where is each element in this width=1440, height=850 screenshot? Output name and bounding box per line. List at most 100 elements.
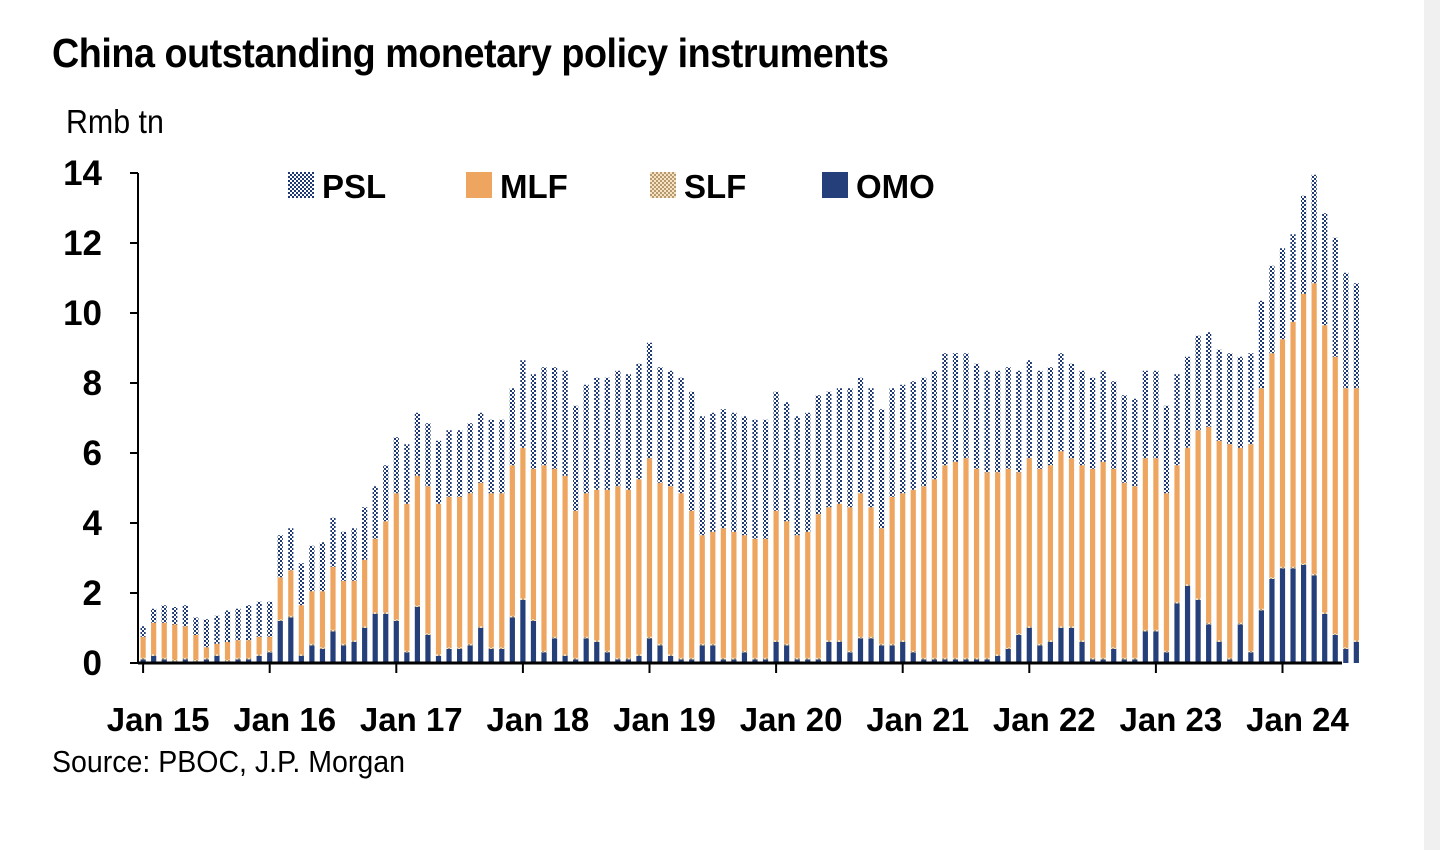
- x-tick-label: Jan 20: [740, 701, 843, 738]
- bar-psl: [404, 444, 410, 504]
- bar-mlf: [731, 531, 737, 658]
- bar-omo: [1047, 642, 1053, 663]
- bar-psl: [467, 423, 473, 494]
- bar-mlf: [1111, 468, 1117, 648]
- bar-psl: [1142, 370, 1148, 459]
- bar-mlf: [1216, 440, 1222, 641]
- bar-psl: [214, 615, 220, 644]
- bar-mlf: [668, 486, 674, 655]
- bar-omo: [868, 638, 874, 663]
- bar-omo: [277, 621, 283, 663]
- bar-omo: [435, 656, 442, 663]
- bar-slf: [488, 647, 494, 649]
- bar-slf: [182, 657, 188, 660]
- bar-psl: [921, 377, 927, 487]
- bar-omo: [1026, 628, 1032, 663]
- bar-psl: [973, 363, 980, 469]
- bar-mlf: [573, 510, 579, 658]
- bar-slf: [720, 657, 726, 660]
- bar-omo: [404, 652, 410, 663]
- bar-omo: [298, 656, 304, 663]
- bar-psl: [1248, 353, 1254, 445]
- bar-omo: [1142, 631, 1148, 663]
- bar-omo: [1311, 575, 1317, 663]
- bar-slf: [404, 650, 410, 653]
- bar-slf: [1311, 573, 1317, 576]
- bar-slf: [161, 657, 167, 660]
- bar-omo: [1353, 642, 1359, 663]
- bar-mlf: [224, 642, 231, 660]
- bar-omo: [784, 645, 790, 663]
- bar-psl: [309, 545, 315, 592]
- bar-psl: [1332, 237, 1338, 357]
- bar-psl: [963, 353, 969, 459]
- bar-slf: [446, 647, 452, 649]
- legend: PSL MLF SLF OMO: [288, 168, 935, 205]
- bar-psl: [551, 367, 558, 469]
- bar-mlf: [541, 465, 547, 651]
- bar-psl: [794, 416, 800, 536]
- bar-mlf: [583, 493, 589, 637]
- bar-psl: [541, 367, 547, 466]
- bar-psl: [383, 465, 389, 522]
- y-tick-label: 8: [83, 364, 102, 403]
- bar-psl: [182, 605, 188, 627]
- x-tick-label: Jan 18: [487, 701, 590, 738]
- bar-slf: [1068, 626, 1075, 628]
- bar-omo: [1121, 659, 1127, 663]
- bar-slf: [1216, 640, 1222, 642]
- bar-omo: [689, 659, 695, 663]
- bar-omo: [425, 635, 431, 663]
- bar-mlf: [330, 566, 336, 630]
- bar-psl: [805, 412, 811, 532]
- bar-psl: [499, 419, 505, 494]
- bar-psl: [646, 342, 653, 459]
- bar-slf: [520, 598, 526, 600]
- bar-omo: [1016, 635, 1022, 663]
- bar-mlf: [140, 636, 146, 658]
- bar-slf: [1258, 608, 1264, 611]
- bar-slf: [562, 654, 568, 656]
- bar-mlf: [889, 496, 895, 644]
- bar-slf: [773, 640, 779, 642]
- bar-mlf: [1237, 447, 1243, 623]
- bar-omo: [1195, 600, 1201, 663]
- bar-slf: [636, 654, 642, 656]
- bar-omo: [414, 607, 420, 663]
- bar-mlf: [246, 640, 252, 658]
- bar-omo: [921, 659, 927, 663]
- bar-omo: [1132, 659, 1138, 663]
- bar-mlf: [636, 479, 642, 655]
- bar-mlf: [446, 496, 452, 648]
- bar-psl: [900, 384, 906, 494]
- bar-mlf: [1301, 293, 1307, 564]
- bar-psl: [889, 388, 895, 497]
- bar-psl: [1311, 174, 1317, 284]
- bar-mlf: [1343, 388, 1349, 648]
- axes-group: 0 2 4 6 8 10 12 14 Jan 15 Jan 16 Jan 17 Jan 18 Jan 1…: [63, 154, 1349, 738]
- bar-mlf: [973, 468, 980, 658]
- bar-psl: [1269, 265, 1275, 354]
- bar-mlf: [826, 507, 832, 641]
- bar-psl: [224, 610, 231, 642]
- bar-slf: [973, 657, 980, 660]
- bar-slf: [1269, 577, 1275, 579]
- bar-slf: [1005, 647, 1011, 649]
- bar-slf: [678, 657, 684, 660]
- bar-mlf: [1090, 468, 1096, 658]
- bar-omo: [1237, 624, 1243, 663]
- bar-mlf: [520, 447, 526, 599]
- bar-psl: [1111, 381, 1117, 469]
- bar-slf: [435, 654, 442, 656]
- bar-slf: [657, 643, 663, 646]
- bar-slf: [414, 605, 420, 607]
- bar-mlf: [773, 510, 779, 641]
- bar-omo: [699, 645, 705, 663]
- bar-slf: [267, 650, 273, 653]
- bar-slf: [910, 650, 916, 653]
- bar-omo: [583, 638, 589, 663]
- bar-slf: [573, 657, 579, 660]
- bar-mlf: [1174, 465, 1180, 602]
- bar-slf: [710, 643, 716, 646]
